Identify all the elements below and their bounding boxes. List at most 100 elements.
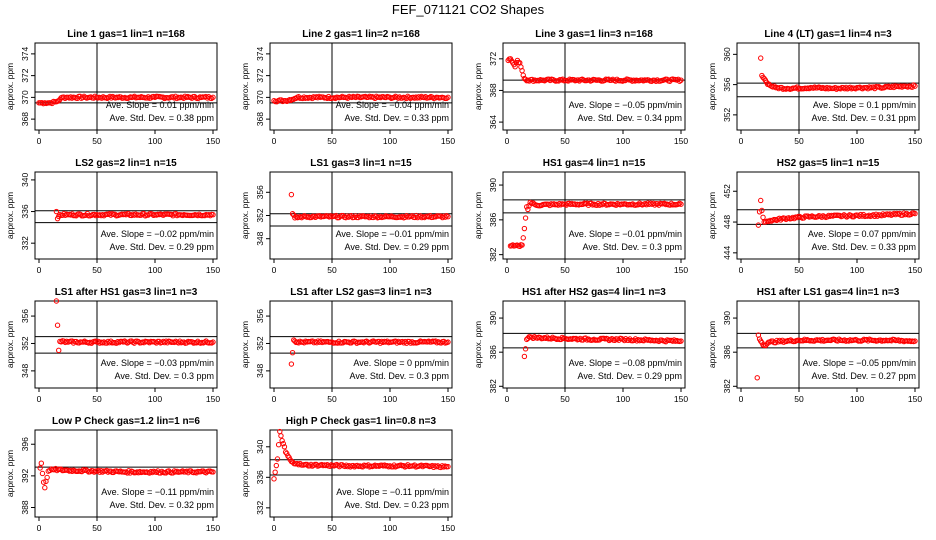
- y-tick-label: 382: [488, 379, 498, 393]
- y-tick-label: 374: [20, 47, 30, 61]
- x-tick-label: 150: [206, 394, 220, 404]
- plot-frame: [269, 300, 453, 389]
- y-tick-label: 444: [722, 245, 732, 259]
- y-tick-label: 368: [255, 112, 265, 126]
- data-point: [278, 433, 284, 439]
- data-point: [61, 338, 67, 344]
- x-tick-label: 0: [739, 136, 744, 146]
- data-point: [676, 78, 683, 84]
- data-point: [289, 350, 296, 356]
- plot-frame: [736, 300, 920, 389]
- x-tick-label: 100: [148, 136, 162, 146]
- x-tick-label: 150: [206, 523, 220, 533]
- data-point: [282, 449, 289, 455]
- x-tick-label: 50: [560, 394, 570, 404]
- x-tick-label: 150: [908, 136, 922, 146]
- y-axis-label: approx. ppm: [473, 321, 483, 368]
- y-axis-label: approx. ppm: [473, 192, 483, 239]
- panel-title: HS1 after HS2 gas=4 lin=1 n=3: [522, 287, 666, 298]
- data-point: [756, 209, 763, 215]
- y-tick-label: 348: [255, 231, 265, 245]
- data-point: [442, 214, 448, 220]
- data-point: [208, 340, 215, 346]
- panel-title: Line 3 gas=1 lin=3 n=168: [535, 29, 653, 40]
- x-tick-label: 0: [505, 265, 510, 275]
- panel-title: Line 4 (LT) gas=1 lin=4 n=3: [764, 29, 892, 40]
- y-tick-label: 336: [20, 204, 30, 218]
- y-tick-label: 386: [488, 212, 498, 226]
- y-tick-label: 372: [20, 68, 30, 82]
- y-axis-label: approx. ppm: [473, 63, 483, 110]
- data-point: [443, 213, 450, 219]
- y-tick-label: 332: [20, 236, 30, 250]
- slope-annotation: Ave. Slope = −0.02 ppm/min: [101, 229, 214, 239]
- data-point: [521, 353, 528, 360]
- data-point: [274, 456, 281, 462]
- data-point: [513, 59, 519, 66]
- x-tick-label: 50: [92, 136, 102, 146]
- std-dev-annotation: Ave. Std. Dev. = 0.23 ppm: [345, 500, 449, 510]
- data-point: [514, 242, 520, 248]
- data-point: [441, 338, 447, 345]
- data-point: [676, 200, 683, 207]
- data-point: [647, 200, 654, 206]
- y-tick-label: 332: [255, 500, 265, 514]
- y-tick-label: 396: [20, 437, 30, 451]
- data-point: [755, 222, 762, 228]
- data-point: [754, 375, 760, 381]
- y-tick-label: 386: [722, 345, 732, 359]
- data-point: [61, 211, 67, 217]
- data-point: [756, 336, 763, 342]
- data-point: [208, 469, 215, 475]
- x-tick-label: 0: [272, 265, 277, 275]
- x-tick-label: 0: [37, 136, 42, 146]
- x-tick-label: 150: [674, 394, 688, 404]
- y-tick-label: 382: [488, 247, 498, 261]
- slope-annotation: Ave. Slope = −0.03 ppm/min: [101, 358, 214, 368]
- data-point: [758, 197, 764, 204]
- x-tick-label: 100: [148, 265, 162, 275]
- data-point: [443, 339, 450, 346]
- data-point: [281, 444, 288, 450]
- data-point: [271, 476, 277, 482]
- data-point: [39, 470, 46, 477]
- plot-frame: [269, 429, 453, 518]
- data-point: [53, 298, 60, 304]
- data-point: [522, 346, 529, 352]
- data-point: [508, 58, 515, 64]
- x-tick-label: 0: [505, 136, 510, 146]
- y-axis-label: approx. ppm: [5, 450, 15, 497]
- x-tick-label: 50: [794, 136, 804, 146]
- x-tick-label: 150: [908, 394, 922, 404]
- y-axis-label: approx. ppm: [240, 192, 250, 239]
- x-tick-label: 50: [327, 394, 337, 404]
- slope-annotation: Ave. Slope = −0.01 ppm/min: [569, 229, 682, 239]
- data-point: [54, 322, 61, 328]
- y-tick-label: 372: [255, 68, 265, 82]
- plot-frame: [269, 42, 453, 131]
- x-tick-label: 150: [674, 136, 688, 146]
- y-tick-label: 356: [20, 309, 30, 323]
- x-tick-label: 0: [37, 523, 42, 533]
- data-point: [515, 59, 522, 66]
- x-tick-label: 50: [327, 136, 337, 146]
- data-point: [520, 235, 526, 241]
- x-tick-label: 150: [441, 394, 455, 404]
- y-tick-label: 364: [488, 115, 498, 129]
- std-dev-annotation: Ave. Std. Dev. = 0.38 ppm: [110, 113, 214, 123]
- x-tick-label: 50: [327, 523, 337, 533]
- data-point: [278, 97, 284, 103]
- y-tick-label: 348: [255, 364, 265, 378]
- data-point: [284, 450, 290, 457]
- slope-annotation: Ave. Slope = −0.05 ppm/min: [569, 100, 682, 110]
- x-tick-label: 150: [206, 265, 220, 275]
- data-point: [171, 95, 177, 101]
- x-tick-label: 50: [92, 394, 102, 404]
- data-point: [280, 440, 286, 447]
- x-tick-label: 0: [505, 394, 510, 404]
- x-tick-label: 100: [383, 136, 397, 146]
- data-point: [522, 215, 529, 221]
- y-tick-label: 392: [20, 469, 30, 483]
- figure-title: FEF_071121 CO2 Shapes: [391, 2, 545, 17]
- data-point: [148, 95, 154, 101]
